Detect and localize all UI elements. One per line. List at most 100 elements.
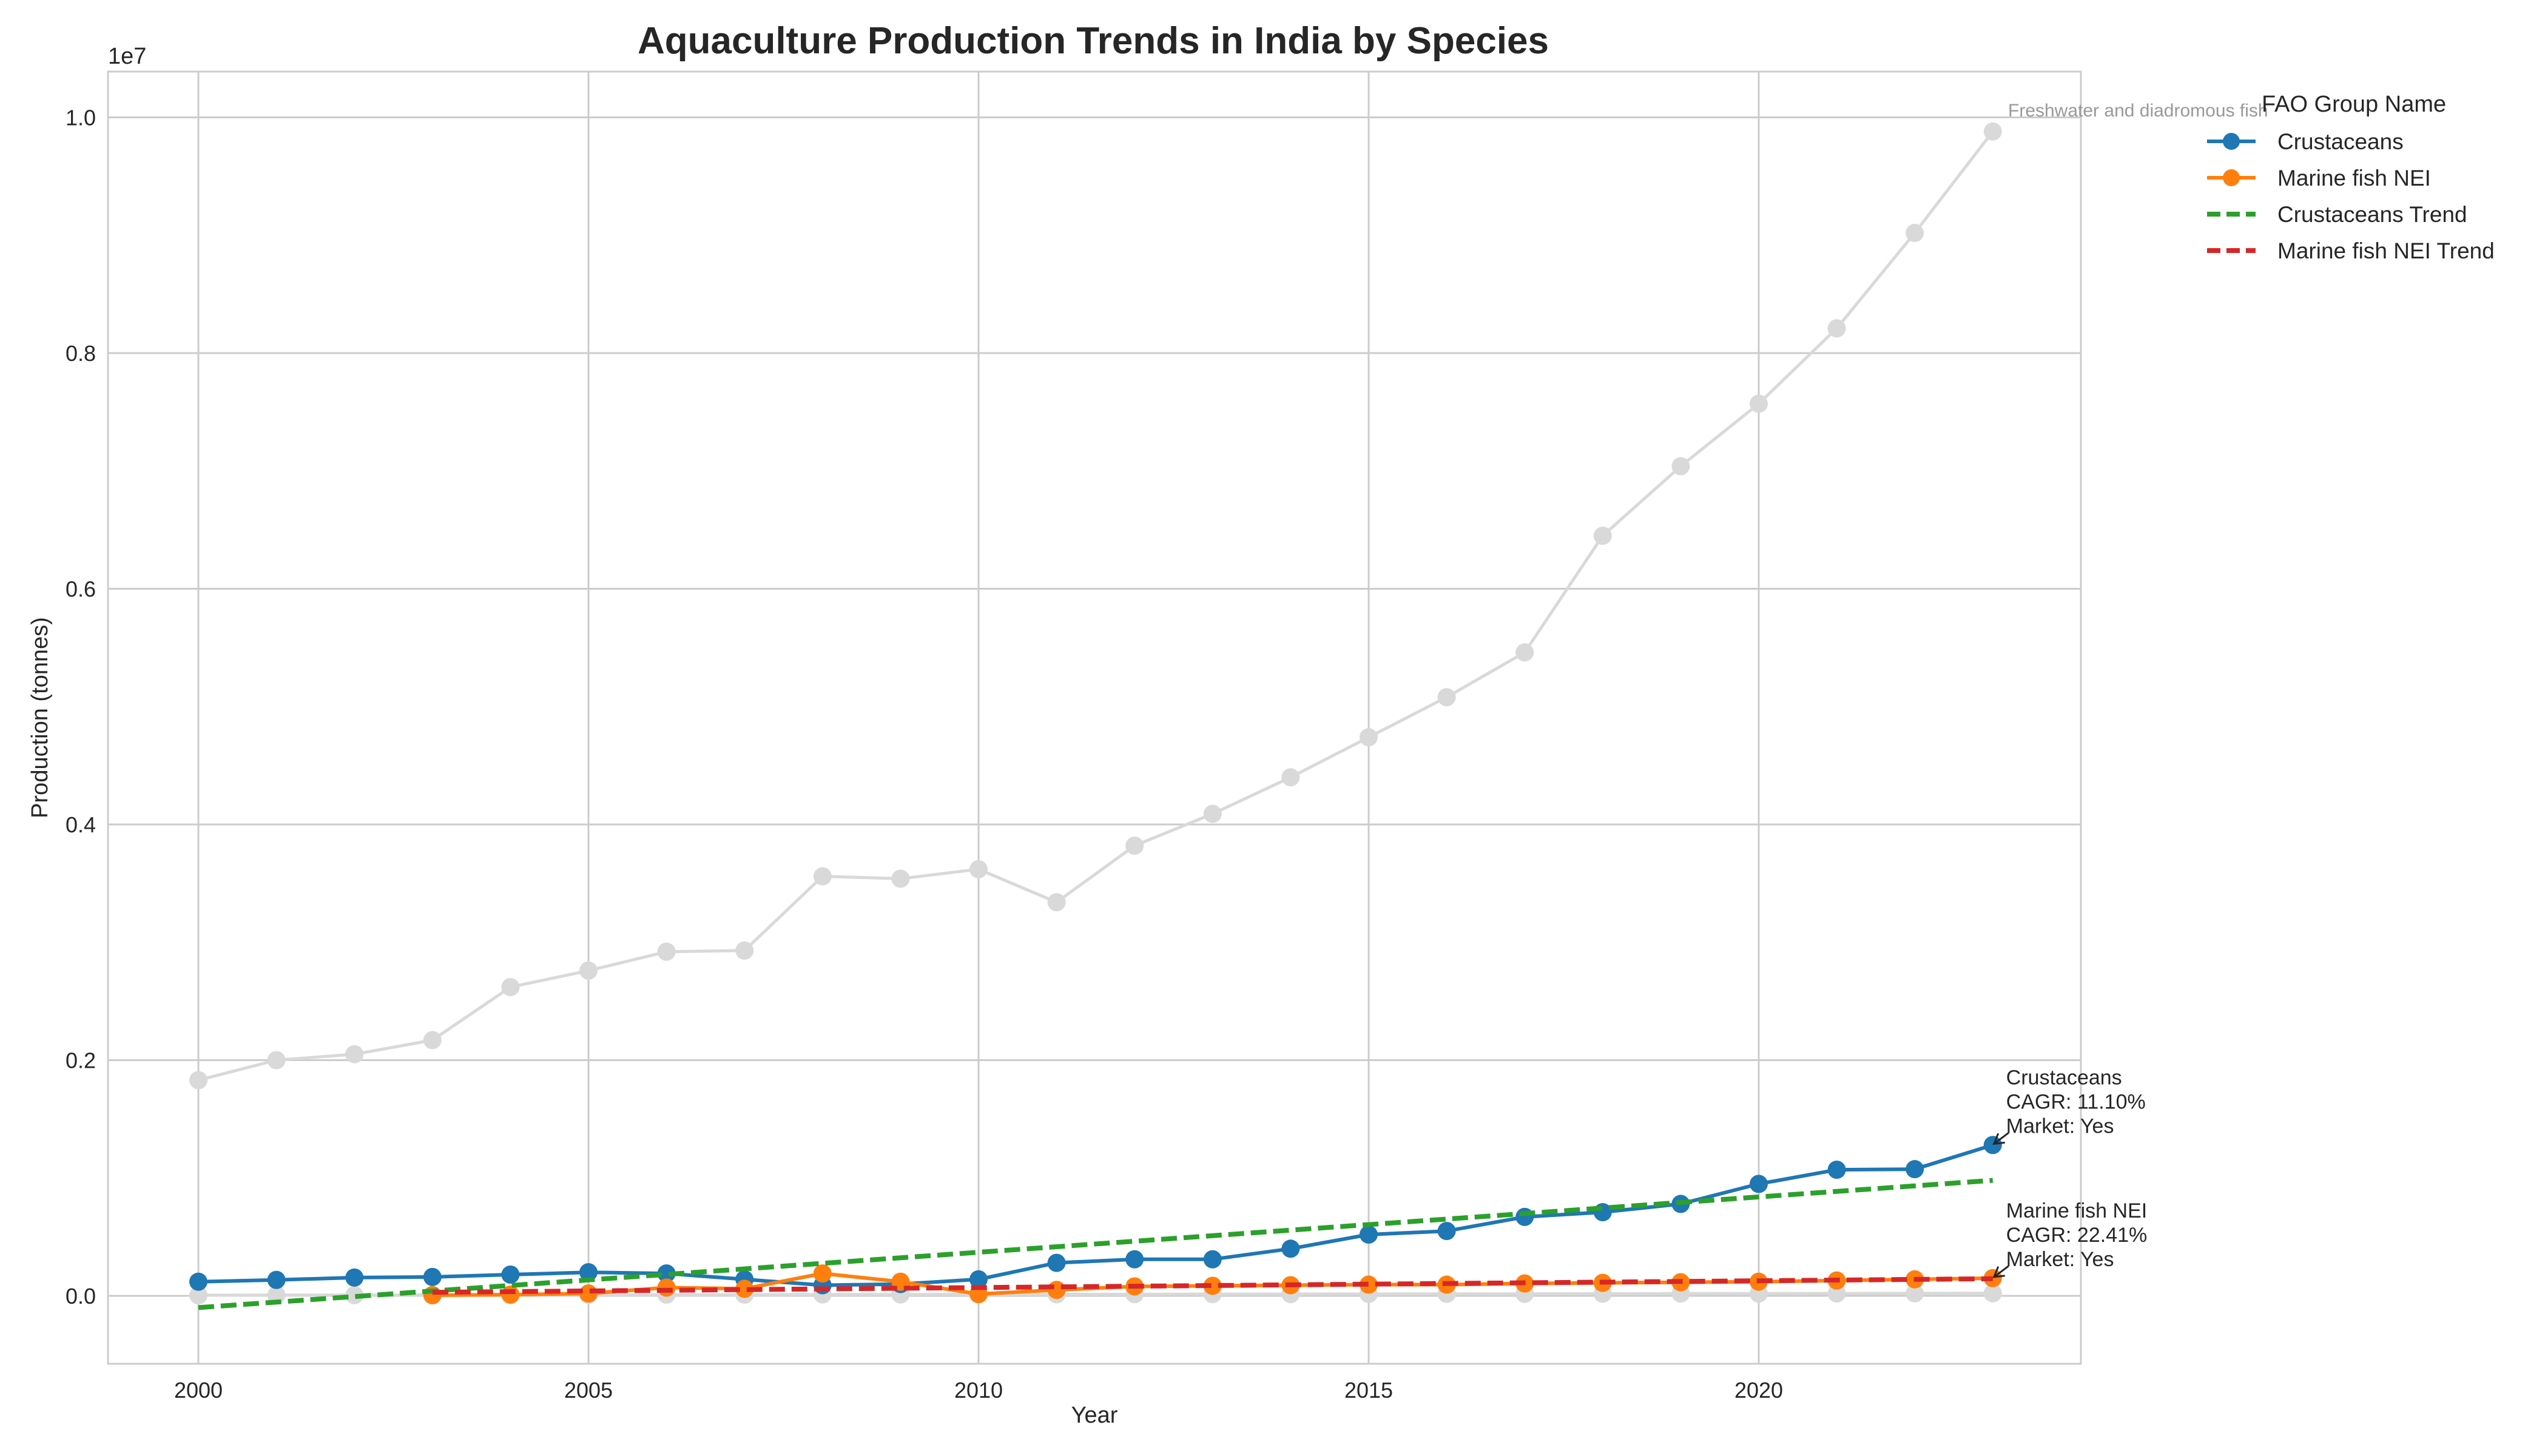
crustaceans-trend-line [198, 1178, 1994, 1310]
x-tick-label: 2015 [1344, 1378, 1393, 1403]
annotation-arrowhead [1992, 1133, 2005, 1145]
legend-marker [2223, 169, 2240, 186]
crustaceans-point [501, 1266, 520, 1284]
legend-item-crustaceans: Crustaceans [2207, 129, 2404, 154]
freshwater-and-diadromous-fish-point [1360, 728, 1378, 747]
crustaceans-point [1750, 1175, 1768, 1193]
y-tick-label: 0.6 [66, 577, 96, 602]
legend-label: Crustaceans Trend [2277, 202, 2467, 227]
freshwater-and-diadromous-fish-point [1281, 768, 1300, 787]
freshwater-and-diadromous-fish-line [198, 130, 1994, 1082]
background-series-1-point [1983, 1284, 2002, 1303]
crustaceans-point [657, 1264, 676, 1283]
legend-item-crustaceans-trend: Crustaceans Trend [2207, 202, 2467, 227]
freshwater-and-diadromous-fish-point [1125, 836, 1144, 855]
chart-title: Aquaculture Production Trends in India b… [638, 20, 1549, 62]
x-axis-label: Year [1071, 1403, 1118, 1428]
freshwater-and-diadromous-fish-point [1827, 319, 1846, 338]
crustaceans-point [1515, 1207, 1534, 1226]
crustaceans-point [1983, 1136, 2002, 1154]
freshwater-and-diadromous-fish-point [1437, 688, 1456, 707]
crustaceans-point [1125, 1250, 1144, 1269]
freshwater-and-diadromous-fish-point [579, 961, 598, 980]
legend-label: Marine fish NEI Trend [2277, 238, 2495, 263]
marine-fish-nei-point [1203, 1276, 1222, 1295]
freshwater-and-diadromous-fish-series [189, 122, 2002, 1090]
background-series-1-point [345, 1286, 364, 1304]
crustaceans-point [1203, 1250, 1222, 1269]
freshwater-and-diadromous-fish-point [1203, 804, 1222, 823]
freshwater-and-diadromous-fish-point [657, 942, 676, 961]
marine-fish-nei-trend-series [432, 1276, 1993, 1295]
y-scale-label: 1e7 [108, 44, 146, 69]
y-axis-label: Production (tonnes) [27, 617, 53, 818]
x-tick-label: 2005 [564, 1378, 613, 1403]
legend-label: Marine fish NEI [2277, 166, 2431, 190]
x-tick-label: 2010 [954, 1378, 1003, 1403]
annotation-line: Market: Yes [2006, 1114, 2114, 1138]
crustaceans-point [345, 1268, 364, 1287]
plot-frame [107, 70, 2082, 1365]
freshwater-and-diadromous-fish-point [1750, 394, 1768, 413]
crustaceans-point [1047, 1253, 1066, 1272]
y-tick-label: 1.0 [66, 106, 96, 130]
freshwater-and-diadromous-fish-point [1047, 893, 1066, 912]
background-series-1-point [1906, 1284, 1924, 1303]
freshwater-and-diadromous-fish-point [1593, 527, 1612, 545]
marine-fish-nei-point [1047, 1281, 1066, 1299]
crustaceans-point [1827, 1161, 1846, 1179]
crustaceans-point [1281, 1239, 1300, 1258]
marine-fish-nei-point [657, 1278, 676, 1297]
crustaceans-line [198, 1143, 1994, 1287]
y-tick-label: 0.8 [66, 341, 96, 366]
crustaceans-point [267, 1270, 286, 1289]
annotation-arrowhead [1992, 1266, 2005, 1278]
crustaceans-point [579, 1263, 598, 1282]
crustaceans-point [189, 1272, 207, 1291]
annotation-line: CAGR: 22.41% [2006, 1224, 2147, 1247]
marine-fish-nei-point [735, 1279, 754, 1298]
annotation-arrow [1993, 1132, 2009, 1145]
legend-item-marine-fish-nei: Marine fish NEI [2207, 166, 2431, 190]
freshwater-and-diadromous-fish-point [1515, 643, 1534, 662]
y-tick-label: 0.2 [66, 1048, 96, 1073]
freshwater-and-diadromous-fish-point [189, 1071, 207, 1090]
background-series-1-point [189, 1286, 207, 1305]
annotation-line: CAGR: 11.10% [2006, 1090, 2146, 1113]
background-series-label: Freshwater and diadromous fish [2008, 101, 2268, 121]
annotation-line: Crustaceans [2006, 1066, 2122, 1089]
marine-fish-nei-series [423, 1264, 2002, 1305]
y-tick-label: 0.4 [66, 812, 96, 837]
x-tick-label: 2020 [1734, 1378, 1783, 1403]
freshwater-and-diadromous-fish-point [1906, 223, 1924, 242]
crustaceans-trend-series [198, 1178, 1994, 1310]
marine-fish-nei-point [813, 1264, 832, 1283]
crustaceans-point [1437, 1222, 1456, 1241]
legend-marker [2223, 133, 2240, 150]
legend-title: FAO Group Name [2262, 92, 2446, 117]
annotation-arrow [1993, 1265, 2009, 1278]
freshwater-and-diadromous-fish-point [501, 978, 520, 997]
annotation-line: Market: Yes [2006, 1248, 2114, 1271]
freshwater-and-diadromous-fish-point [345, 1045, 364, 1063]
legend-item-marine-fish-nei-trend: Marine fish NEI Trend [2207, 238, 2495, 263]
marine-fish-nei-point [579, 1284, 598, 1303]
ticks: 2000 2005 2010 2015 2020 0.0 0.2 0.4 0.6 0.8 1.0 [66, 106, 1783, 1403]
freshwater-and-diadromous-fish-point [891, 869, 910, 888]
x-tick-label: 2000 [174, 1378, 223, 1403]
legend: FAO Group Name Crustaceans Marine fish NE… [2207, 92, 2495, 263]
crustaceans-point [1906, 1160, 1924, 1179]
annotation-line: Marine fish NEI [2006, 1199, 2147, 1222]
marine-fish-nei-point [1360, 1275, 1378, 1294]
crustaceans-point [423, 1267, 442, 1286]
marine-fish-nei-trend-line [432, 1276, 1993, 1295]
freshwater-and-diadromous-fish-point [267, 1051, 286, 1070]
freshwater-and-diadromous-fish-point [813, 867, 832, 886]
legend-label: Crustaceans [2277, 129, 2404, 154]
crustaceans-point [1360, 1225, 1378, 1244]
freshwater-and-diadromous-fish-point [735, 941, 754, 960]
